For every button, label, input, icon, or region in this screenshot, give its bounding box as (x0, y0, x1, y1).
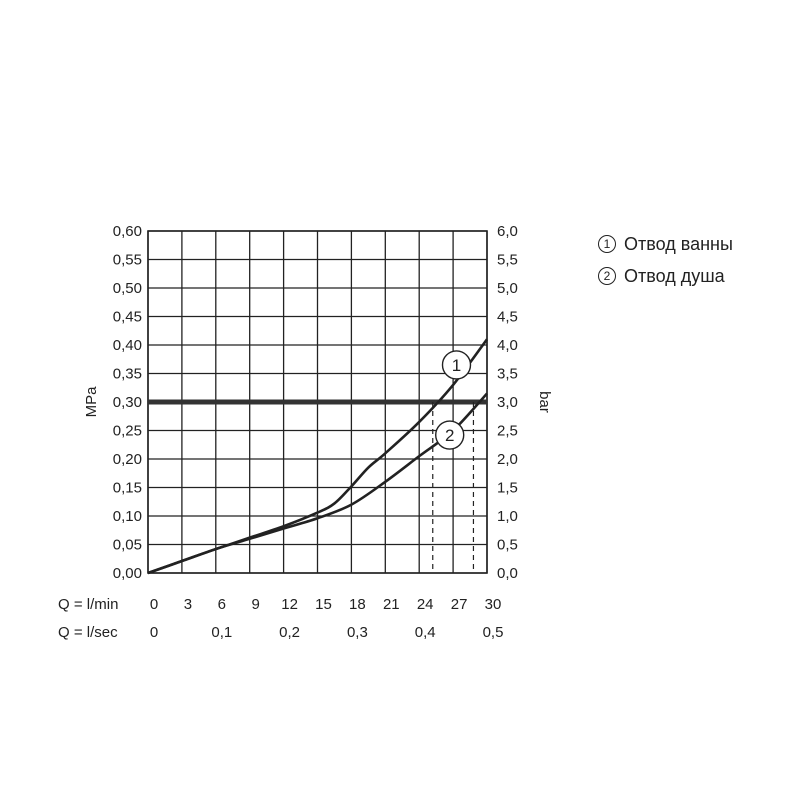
legend-marker-1: 1 (598, 235, 616, 253)
x-primary-tick-label: 27 (451, 596, 468, 613)
left-tick-label: 0,10 (113, 508, 142, 525)
series-line-2 (147, 392, 488, 575)
legend-item-1: 1 Отвод ванны (598, 228, 733, 260)
x-primary-tick-label: 12 (281, 596, 298, 613)
x-primary-tick-label: 3 (184, 596, 192, 613)
left-tick-label: 0,15 (113, 480, 142, 497)
right-tick-label: 6,0 (497, 223, 518, 240)
left-tick-label: 0,60 (113, 223, 142, 240)
right-tick-label: 1,5 (497, 480, 518, 497)
x-primary-tick-label: 0 (150, 596, 158, 613)
left-tick-label: 0,50 (113, 280, 142, 297)
left-tick-label: 0,25 (113, 423, 142, 440)
x-secondary-tick-label: 0,5 (483, 624, 504, 641)
x-primary-tick-label: 24 (417, 596, 434, 613)
x-axis-secondary-label: Q = l/sec (58, 624, 118, 641)
left-tick-label: 0,00 (113, 565, 142, 582)
right-tick-label: 0,5 (497, 537, 518, 554)
left-tick-label: 0,45 (113, 309, 142, 326)
x-primary-tick-label: 9 (252, 596, 260, 613)
right-tick-label: 5,0 (497, 280, 518, 297)
right-tick-label: 4,5 (497, 309, 518, 326)
series-markers: 12 (435, 350, 472, 450)
right-tick-label: 4,0 (497, 337, 518, 354)
x-primary-tick-label: 30 (485, 596, 502, 613)
legend: 1 Отвод ванны 2 Отвод душа (598, 228, 733, 292)
left-tick-label: 0,55 (113, 252, 142, 269)
left-axis-label: MPa (83, 386, 100, 418)
left-tick-label: 0,05 (113, 537, 142, 554)
right-tick-label: 2,0 (497, 451, 518, 468)
series-lines (147, 338, 489, 575)
left-tick-label: 0,30 (113, 394, 142, 411)
x-secondary-tick-label: 0,2 (279, 624, 300, 641)
x-primary-tick-label: 15 (315, 596, 332, 613)
x-secondary-tick-label: 0,1 (211, 624, 232, 641)
x-secondary-tick-label: 0,4 (415, 624, 436, 641)
drop-lines (432, 402, 475, 573)
series-marker-label-1: 1 (452, 356, 461, 375)
legend-label-1: Отвод ванны (624, 233, 733, 254)
tick-labels: 0,000,050,100,150,200,250,300,350,400,45… (113, 223, 518, 641)
series-marker-label-2: 2 (445, 426, 454, 445)
right-tick-label: 3,5 (497, 366, 518, 383)
right-tick-label: 2,5 (497, 423, 518, 440)
x-secondary-tick-label: 0,3 (347, 624, 368, 641)
x-axis-primary-label: Q = l/min (58, 596, 118, 613)
legend-marker-2: 2 (598, 267, 616, 285)
right-tick-label: 5,5 (497, 252, 518, 269)
right-tick-label: 0,0 (497, 565, 518, 582)
right-tick-label: 1,0 (497, 508, 518, 525)
x-secondary-tick-label: 0 (150, 624, 158, 641)
x-primary-tick-label: 18 (349, 596, 366, 613)
right-axis-label: bar (536, 391, 553, 413)
x-primary-tick-label: 21 (383, 596, 400, 613)
legend-item-2: 2 Отвод душа (598, 260, 733, 292)
x-primary-tick-label: 6 (218, 596, 226, 613)
left-tick-label: 0,35 (113, 366, 142, 383)
series-marker-circle-2 (435, 420, 465, 450)
legend-label-2: Отвод душа (624, 265, 725, 286)
right-tick-label: 3,0 (497, 394, 518, 411)
left-tick-label: 0,40 (113, 337, 142, 354)
series-marker-circle-1 (441, 350, 472, 380)
left-tick-label: 0,20 (113, 451, 142, 468)
